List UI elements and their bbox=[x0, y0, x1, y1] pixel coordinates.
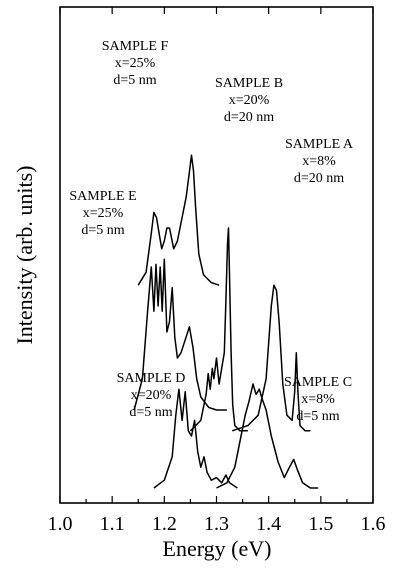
series-line-sample-e bbox=[133, 258, 227, 411]
x-axis-title: Energy (eV) bbox=[163, 536, 272, 561]
annotation-sample-e-line-0: SAMPLE E bbox=[69, 189, 136, 204]
annotation-sample-c-line-2: d=5 nm bbox=[296, 409, 339, 424]
annotation-sample-f-line-2: d=5 nm bbox=[113, 73, 156, 88]
sample-annotations: SAMPLE F x=25% d=5 nm SAMPLE E x=25% d=5 nm SA… bbox=[69, 39, 354, 424]
x-tick-label-1: 1.1 bbox=[100, 513, 125, 535]
y-axis-title: Intensity (arb. units) bbox=[12, 165, 37, 344]
annotation-sample-e-line-1: x=25% bbox=[83, 206, 124, 221]
annotation-sample-b-line-2: d=20 nm bbox=[224, 110, 274, 125]
annotation-sample-f-line-0: SAMPLE F bbox=[102, 39, 169, 54]
annotation-sample-b-line-1: x=20% bbox=[229, 93, 270, 108]
series-line-sample-d bbox=[153, 388, 238, 489]
annotation-sample-f-line-1: x=25% bbox=[115, 56, 156, 71]
annotation-sample-d-line-2: d=5 nm bbox=[129, 405, 172, 420]
x-tick-label-2: 1.2 bbox=[152, 513, 177, 535]
series-line-sample-c bbox=[216, 383, 319, 489]
x-axis-ticks bbox=[59, 7, 374, 503]
x-tick-label-4: 1.4 bbox=[256, 513, 281, 535]
spectra-series bbox=[133, 154, 319, 489]
annotation-sample-d-line-0: SAMPLE D bbox=[117, 371, 186, 386]
x-tick-label-0: 1.0 bbox=[48, 513, 73, 535]
series-line-sample-b bbox=[189, 227, 248, 432]
series-line-sample-f bbox=[137, 154, 220, 286]
x-axis-tick-labels: 1.0 1.1 1.2 1.3 1.4 1.5 1.6 bbox=[48, 513, 386, 535]
annotation-sample-c-line-1: x=8% bbox=[301, 392, 335, 407]
x-tick-label-3: 1.3 bbox=[204, 513, 229, 535]
annotation-sample-a-line-2: d=20 nm bbox=[294, 171, 344, 186]
x-tick-label-6: 1.6 bbox=[361, 513, 386, 535]
x-tick-label-5: 1.5 bbox=[308, 513, 333, 535]
annotation-sample-b-line-0: SAMPLE B bbox=[215, 76, 283, 91]
annotation-sample-a-line-1: x=8% bbox=[302, 154, 336, 169]
annotation-sample-c-line-0: SAMPLE C bbox=[284, 375, 352, 390]
annotation-sample-d-line-1: x=20% bbox=[131, 388, 172, 403]
annotation-sample-e-line-2: d=5 nm bbox=[81, 223, 124, 238]
series-line-sample-a bbox=[231, 284, 311, 432]
annotation-sample-a-line-0: SAMPLE A bbox=[285, 137, 354, 152]
